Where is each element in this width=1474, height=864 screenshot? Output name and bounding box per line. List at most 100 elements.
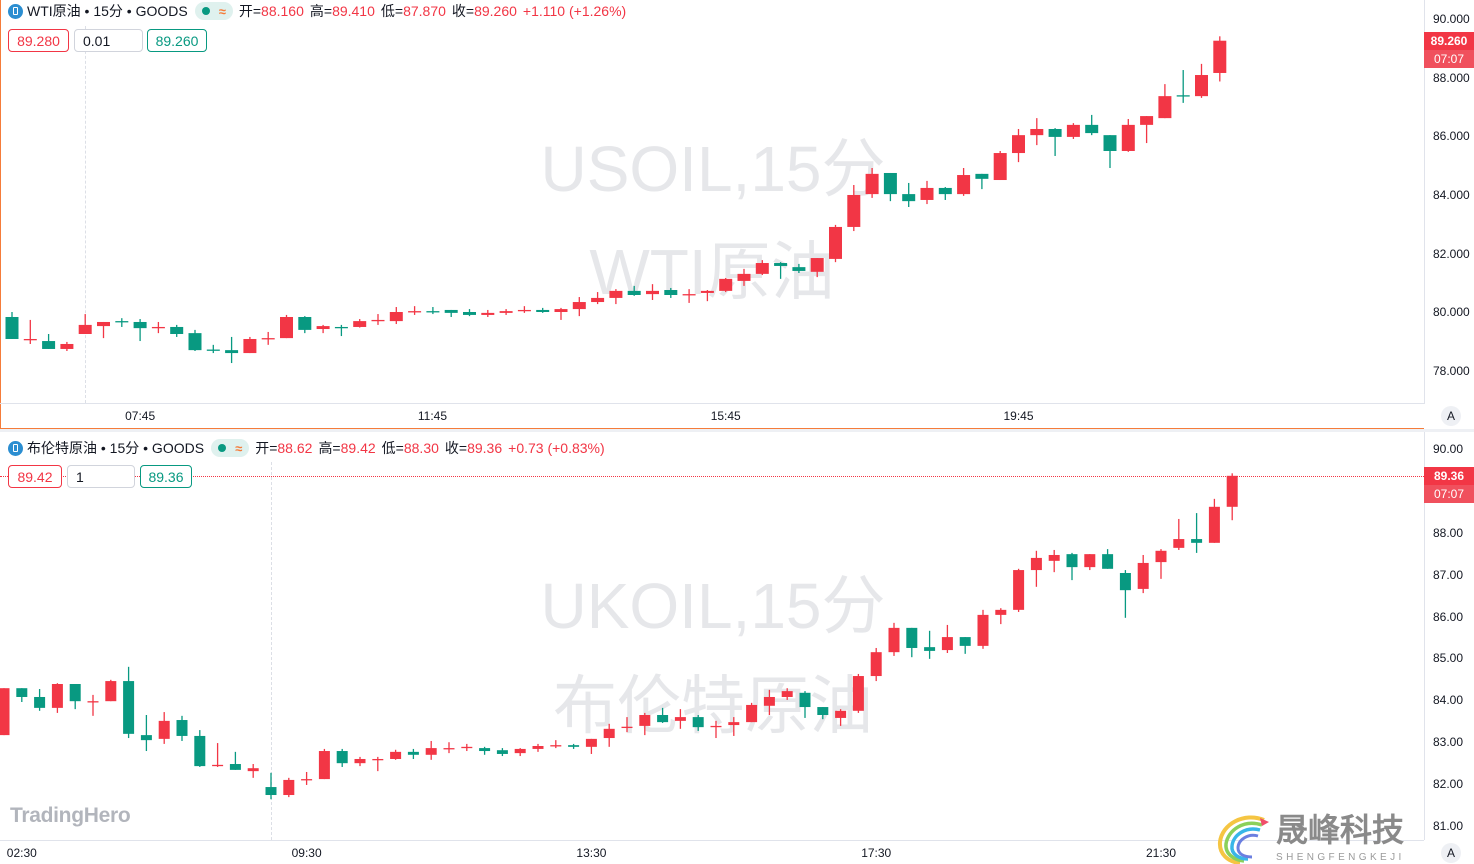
candle-down[interactable] bbox=[69, 684, 81, 710]
buy-button[interactable]: 89.36 bbox=[140, 465, 192, 488]
candle-up[interactable] bbox=[700, 290, 714, 302]
candle-down[interactable] bbox=[407, 748, 419, 759]
candle-up[interactable] bbox=[1226, 473, 1238, 521]
candle-up[interactable] bbox=[372, 756, 384, 772]
candle-up[interactable] bbox=[674, 709, 686, 729]
candle-up[interactable] bbox=[993, 150, 1007, 181]
candle-up[interactable] bbox=[591, 292, 605, 305]
candle-down[interactable] bbox=[1066, 552, 1078, 581]
candle-down[interactable] bbox=[42, 334, 56, 349]
candle-up[interactable] bbox=[746, 702, 758, 723]
candle-down[interactable] bbox=[479, 746, 491, 755]
candle-down[interactable] bbox=[817, 707, 829, 720]
candle-down[interactable] bbox=[265, 772, 277, 800]
candle-down[interactable] bbox=[229, 751, 241, 770]
candle-down[interactable] bbox=[959, 637, 971, 654]
candle-down[interactable] bbox=[924, 630, 936, 659]
candle-up[interactable] bbox=[514, 748, 526, 757]
candle-up[interactable] bbox=[1084, 554, 1096, 571]
candle-up[interactable] bbox=[719, 277, 733, 293]
candle-down[interactable] bbox=[536, 307, 550, 313]
candle-up[interactable] bbox=[682, 289, 696, 303]
candle-up[interactable] bbox=[443, 742, 455, 754]
candle-up[interactable] bbox=[1121, 119, 1135, 152]
candle-up[interactable] bbox=[283, 777, 295, 798]
candle-up[interactable] bbox=[1030, 550, 1042, 587]
candle-up[interactable] bbox=[51, 683, 63, 713]
candle-down[interactable] bbox=[140, 715, 152, 752]
candle-down[interactable] bbox=[1085, 114, 1099, 136]
candle-up[interactable] bbox=[1013, 568, 1025, 612]
candle-down[interactable] bbox=[938, 187, 952, 200]
candle-up[interactable] bbox=[847, 185, 861, 232]
candle-up[interactable] bbox=[78, 314, 92, 335]
panel-divider[interactable] bbox=[0, 429, 1474, 432]
candle-down[interactable] bbox=[1119, 570, 1131, 618]
candle-up[interactable] bbox=[261, 331, 275, 345]
candle-down[interactable] bbox=[568, 743, 580, 749]
candle-up[interactable] bbox=[737, 268, 751, 286]
candle-up[interactable] bbox=[572, 297, 586, 317]
candle-down[interactable] bbox=[1102, 549, 1114, 569]
candle-down[interactable] bbox=[1103, 135, 1117, 168]
wti-chart-panel[interactable] bbox=[0, 0, 1474, 429]
candle-up[interactable] bbox=[532, 743, 544, 752]
candle-down[interactable] bbox=[792, 263, 806, 273]
candle-up[interactable] bbox=[852, 673, 864, 713]
candle-up[interactable] bbox=[353, 319, 367, 328]
candle-up[interactable] bbox=[1030, 118, 1044, 146]
candle-down[interactable] bbox=[627, 285, 641, 296]
candle-up[interactable] bbox=[461, 743, 473, 752]
candle-up[interactable] bbox=[280, 314, 293, 339]
candle-up[interactable] bbox=[1137, 554, 1149, 594]
price-axis[interactable] bbox=[1424, 432, 1474, 840]
candle-up[interactable] bbox=[60, 341, 74, 352]
candle-down[interactable] bbox=[426, 307, 440, 315]
candle-up[interactable] bbox=[389, 307, 403, 325]
candle-up[interactable] bbox=[408, 306, 422, 315]
candle-down[interactable] bbox=[906, 627, 918, 658]
symbol-legend[interactable]: 布伦特原油 • 15分 • GOODS ≈ 开= 88.62 高= 89.42 低=… bbox=[8, 438, 605, 458]
candle-up[interactable] bbox=[763, 689, 775, 716]
candle-up[interactable] bbox=[1158, 84, 1172, 119]
market-status-pill[interactable]: ≈ bbox=[211, 439, 250, 457]
candle-up[interactable] bbox=[97, 321, 110, 339]
symbol-title[interactable]: WTI原油 • 15分 • GOODS bbox=[27, 3, 188, 19]
candle-down[interactable] bbox=[298, 316, 312, 334]
candle-up[interactable] bbox=[151, 321, 165, 334]
candle-up[interactable] bbox=[1012, 128, 1025, 163]
candle-up[interactable] bbox=[585, 738, 597, 754]
candle-up[interactable] bbox=[301, 771, 313, 785]
price-axis[interactable] bbox=[1424, 0, 1474, 404]
sell-button[interactable]: 89.42 bbox=[8, 465, 62, 488]
candle-up[interactable] bbox=[781, 688, 793, 700]
candle-up[interactable] bbox=[1173, 518, 1185, 550]
candle-up[interactable] bbox=[920, 180, 934, 205]
candle-down[interactable] bbox=[1191, 513, 1203, 553]
auto-scale-button[interactable]: A bbox=[1441, 406, 1461, 426]
candle-down[interactable] bbox=[1048, 128, 1062, 156]
candle-down[interactable] bbox=[334, 324, 348, 337]
candle-up[interactable] bbox=[835, 709, 847, 726]
candle-up[interactable] bbox=[23, 319, 37, 344]
candle-up[interactable] bbox=[105, 679, 117, 702]
candle-down[interactable] bbox=[902, 182, 916, 208]
candle-down[interactable] bbox=[225, 336, 239, 364]
candle-up[interactable] bbox=[1195, 63, 1208, 98]
market-status-pill[interactable]: ≈ bbox=[194, 2, 233, 20]
candle-up[interactable] bbox=[865, 167, 879, 198]
candle-up[interactable] bbox=[1213, 36, 1227, 82]
candle-up[interactable] bbox=[550, 740, 562, 749]
candle-down[interactable] bbox=[5, 312, 19, 339]
candle-up[interactable] bbox=[603, 723, 615, 747]
candle-down[interactable] bbox=[657, 707, 669, 723]
candle-down[interactable] bbox=[463, 309, 476, 317]
candle-up[interactable] bbox=[316, 324, 330, 334]
candle-up[interactable] bbox=[888, 622, 900, 656]
candle-up[interactable] bbox=[0, 688, 10, 736]
candle-up[interactable] bbox=[371, 314, 385, 325]
candle-up[interactable] bbox=[247, 764, 259, 778]
candlestick-layer[interactable] bbox=[0, 0, 1424, 864]
candle-up[interactable] bbox=[1048, 549, 1060, 573]
candle-down[interactable] bbox=[115, 318, 129, 327]
